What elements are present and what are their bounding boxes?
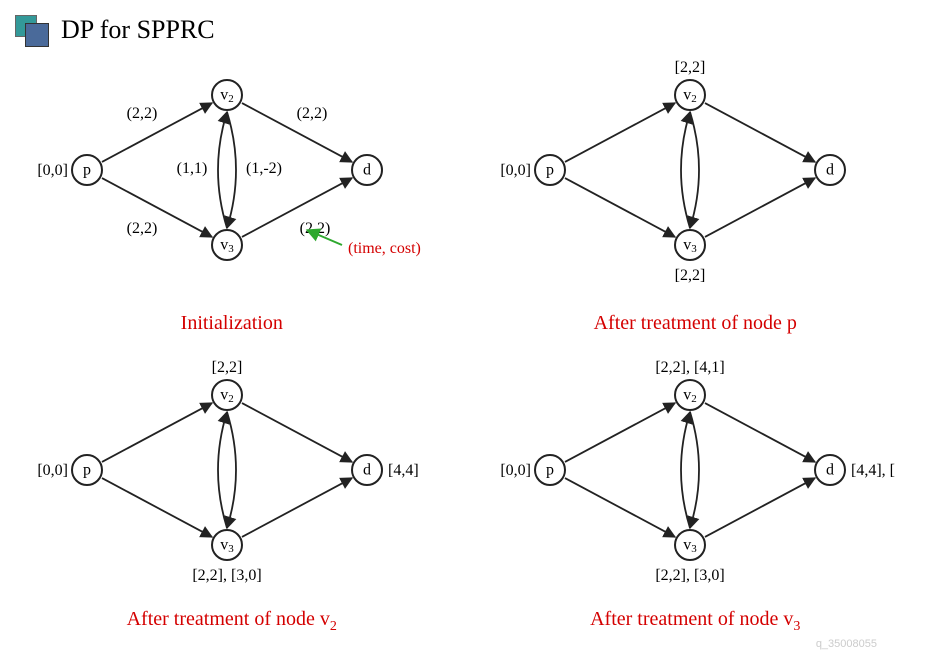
svg-text:p: p xyxy=(546,162,554,179)
panel-after-v3: pv2v3d[0,0][2,2], [4,1][2,2], [3,0][4,4]… xyxy=(479,355,913,635)
svg-text:[2,2]: [2,2] xyxy=(675,59,706,76)
panel-caption: Initialization xyxy=(15,312,449,335)
svg-text:[4,4], [5,2]: [4,4], [5,2] xyxy=(851,462,895,479)
svg-text:d: d xyxy=(363,162,371,179)
svg-text:(time, cost): (time, cost) xyxy=(348,240,421,257)
svg-text:[0,0]: [0,0] xyxy=(501,462,532,479)
panel-init: (2,2)(2,2)(2,2)(2,2)(1,1)(1,-2)pv2v3d[0,… xyxy=(15,55,449,335)
svg-text:[2,2], [4,1]: [2,2], [4,1] xyxy=(656,359,725,376)
page-title: DP for SPPRC xyxy=(61,15,215,45)
svg-text:[2,2]: [2,2] xyxy=(675,267,706,284)
svg-text:[0,0]: [0,0] xyxy=(37,162,68,179)
svg-text:(2,2): (2,2) xyxy=(126,220,157,237)
svg-text:(2,2): (2,2) xyxy=(126,105,157,122)
panel-caption: After treatment of node p xyxy=(479,312,913,335)
svg-text:[0,0]: [0,0] xyxy=(37,462,68,479)
svg-text:[2,2]: [2,2] xyxy=(211,359,242,376)
svg-text:p: p xyxy=(83,162,91,179)
svg-text:d: d xyxy=(826,162,834,179)
svg-text:[4,4]: [4,4] xyxy=(388,462,419,479)
svg-text:[2,2], [3,0]: [2,2], [3,0] xyxy=(192,567,261,584)
panel-caption: After treatment of node v2 xyxy=(15,608,449,635)
panel-after-p: pv2v3d[0,0][2,2][2,2]After treatment of … xyxy=(479,55,913,335)
diagram-grid: (2,2)(2,2)(2,2)(2,2)(1,1)(1,-2)pv2v3d[0,… xyxy=(15,55,912,635)
title-row: DP for SPPRC xyxy=(15,15,912,45)
svg-text:(2,2): (2,2) xyxy=(296,105,327,122)
panel-caption: After treatment of node v3 xyxy=(479,608,913,635)
slide-icon xyxy=(15,15,51,45)
svg-text:[0,0]: [0,0] xyxy=(501,162,532,179)
svg-text:[2,2], [3,0]: [2,2], [3,0] xyxy=(656,567,725,584)
svg-text:(1,1): (1,1) xyxy=(176,160,207,177)
svg-text:(1,-2): (1,-2) xyxy=(246,160,282,177)
watermark: q_35008055 xyxy=(816,638,877,650)
svg-text:d: d xyxy=(826,462,834,479)
svg-text:p: p xyxy=(83,462,91,479)
svg-text:d: d xyxy=(363,462,371,479)
svg-text:p: p xyxy=(546,462,554,479)
panel-after-v2: pv2v3d[0,0][2,2][2,2], [3,0][4,4]After t… xyxy=(15,355,449,635)
